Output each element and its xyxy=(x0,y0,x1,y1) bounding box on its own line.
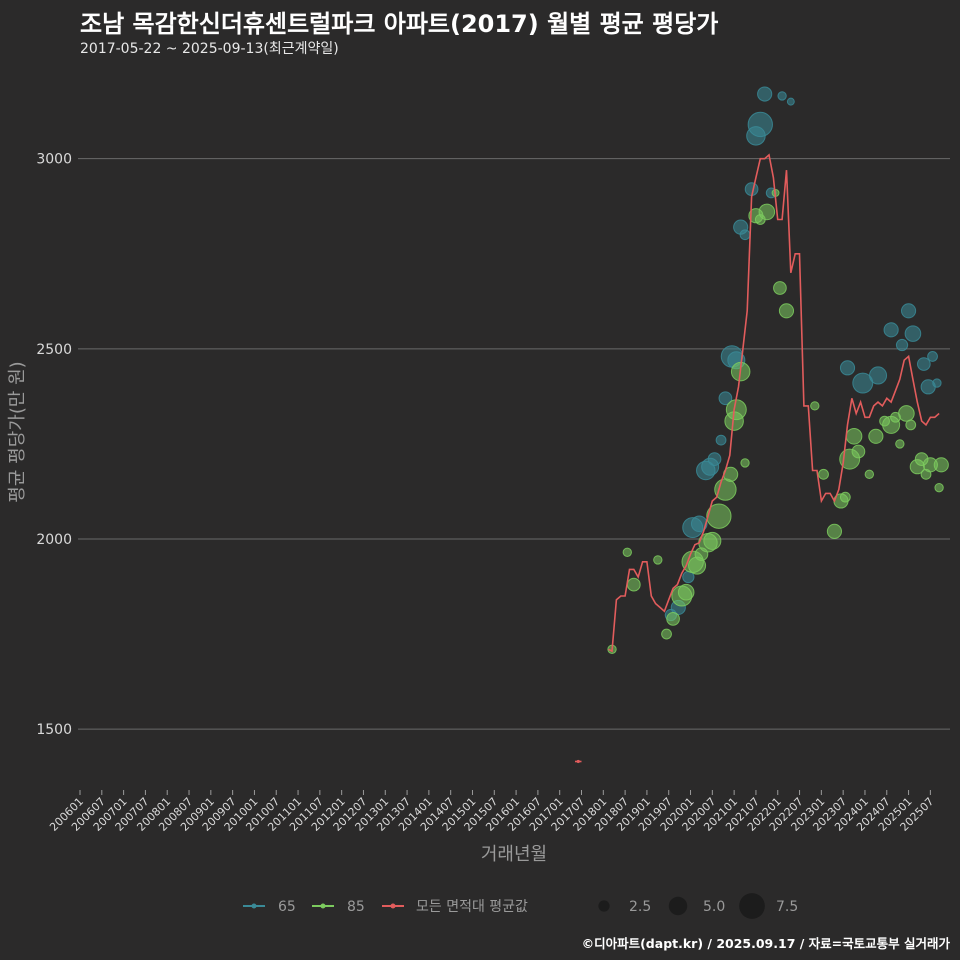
point-85-33 xyxy=(851,444,866,459)
x-axis-ticks: 2006012006072007012007072008012008072009… xyxy=(47,790,936,834)
legend-size-label-1: 5.0 xyxy=(703,899,725,915)
y-tick-2000: 2000 xyxy=(36,532,72,548)
data-points xyxy=(607,86,949,654)
point-85-46 xyxy=(934,482,944,493)
chart-title: 조남 목감한신더휴센트럴파크 아파트(2017) 월별 평균 평당가 xyxy=(80,10,719,38)
y-axis-title: 평균 평당가(만 원) xyxy=(7,361,28,502)
point-85-35 xyxy=(868,428,884,444)
y-tick-3000: 3000 xyxy=(36,152,72,168)
legend-key-dot-0 xyxy=(251,903,257,909)
point-65-7 xyxy=(707,452,722,466)
point-85-32 xyxy=(845,428,863,445)
legend-size-label-0: 2.5 xyxy=(629,899,651,915)
average-line-group xyxy=(575,153,940,764)
point-85-27 xyxy=(818,468,829,480)
point-85-14 xyxy=(714,478,737,501)
point-85-41 xyxy=(905,419,917,431)
point-85-26 xyxy=(810,401,820,411)
point-65-9 xyxy=(718,391,733,406)
grid-lines xyxy=(78,158,950,730)
point-85-5 xyxy=(666,612,680,626)
x-axis-title: 거래년월 xyxy=(481,844,547,865)
point-85-40 xyxy=(898,405,915,422)
point-85-30 xyxy=(839,491,851,503)
legend-size-label-2: 7.5 xyxy=(776,899,798,915)
point-85-3 xyxy=(653,555,663,565)
average-point-2017 xyxy=(576,759,580,764)
legend-size-circle-1 xyxy=(668,896,688,916)
point-65-22 xyxy=(852,372,874,394)
legend-key-dot-2 xyxy=(390,903,396,909)
legend-label-0: 65 xyxy=(278,899,296,915)
point-85-47 xyxy=(933,457,949,473)
average-line-segment-1 xyxy=(608,153,940,653)
point-85-19 xyxy=(740,458,750,468)
point-65-4 xyxy=(690,515,708,533)
point-65-8 xyxy=(715,434,727,446)
point-85-22 xyxy=(758,203,776,221)
point-85-34 xyxy=(864,469,874,480)
point-85-12 xyxy=(703,531,722,550)
point-65-28 xyxy=(916,357,931,371)
point-85-25 xyxy=(778,303,795,319)
footer-credit: ©디아파트(dapt.kr) / 2025.09.17 / 자료=국토교통부 실… xyxy=(581,936,950,951)
point-65-21 xyxy=(839,360,856,376)
point-65-31 xyxy=(932,378,942,388)
point-85-28 xyxy=(826,523,843,539)
point-65-17 xyxy=(757,86,773,102)
y-tick-1500: 1500 xyxy=(36,722,72,738)
point-85-39 xyxy=(895,439,905,449)
point-85-24 xyxy=(773,281,787,295)
point-65-27 xyxy=(904,325,922,342)
point-85-1 xyxy=(622,547,632,557)
point-85-2 xyxy=(626,577,641,592)
y-axis-ticks: 1500 2000 2500 3000 xyxy=(36,152,72,738)
point-85-13 xyxy=(706,503,732,529)
legend-size-circle-0 xyxy=(598,900,610,912)
y-tick-2500: 2500 xyxy=(36,342,72,358)
point-85-7 xyxy=(677,583,695,601)
point-85-4 xyxy=(661,628,672,640)
legend: 65 85 모든 면적대 평균값 2.5 5.0 7.5 xyxy=(243,893,798,919)
legend-key-dot-1 xyxy=(320,903,326,909)
point-65-26 xyxy=(900,303,917,319)
point-65-23 xyxy=(869,366,888,385)
point-65-13 xyxy=(739,229,751,241)
point-65-24 xyxy=(883,322,899,338)
chart-subtitle: 2017-05-22 ~ 2025-09-13(최근계약일) xyxy=(80,41,339,57)
point-85-17 xyxy=(725,399,747,421)
legend-label-2: 모든 면적대 평균값 xyxy=(416,899,528,915)
point-65-30 xyxy=(927,351,938,362)
legend-label-1: 85 xyxy=(347,899,365,915)
legend-size-circle-2 xyxy=(739,893,765,919)
point-65-16 xyxy=(747,111,773,138)
point-65-19 xyxy=(777,91,787,101)
point-65-20 xyxy=(786,97,795,106)
point-65-25 xyxy=(895,338,909,352)
